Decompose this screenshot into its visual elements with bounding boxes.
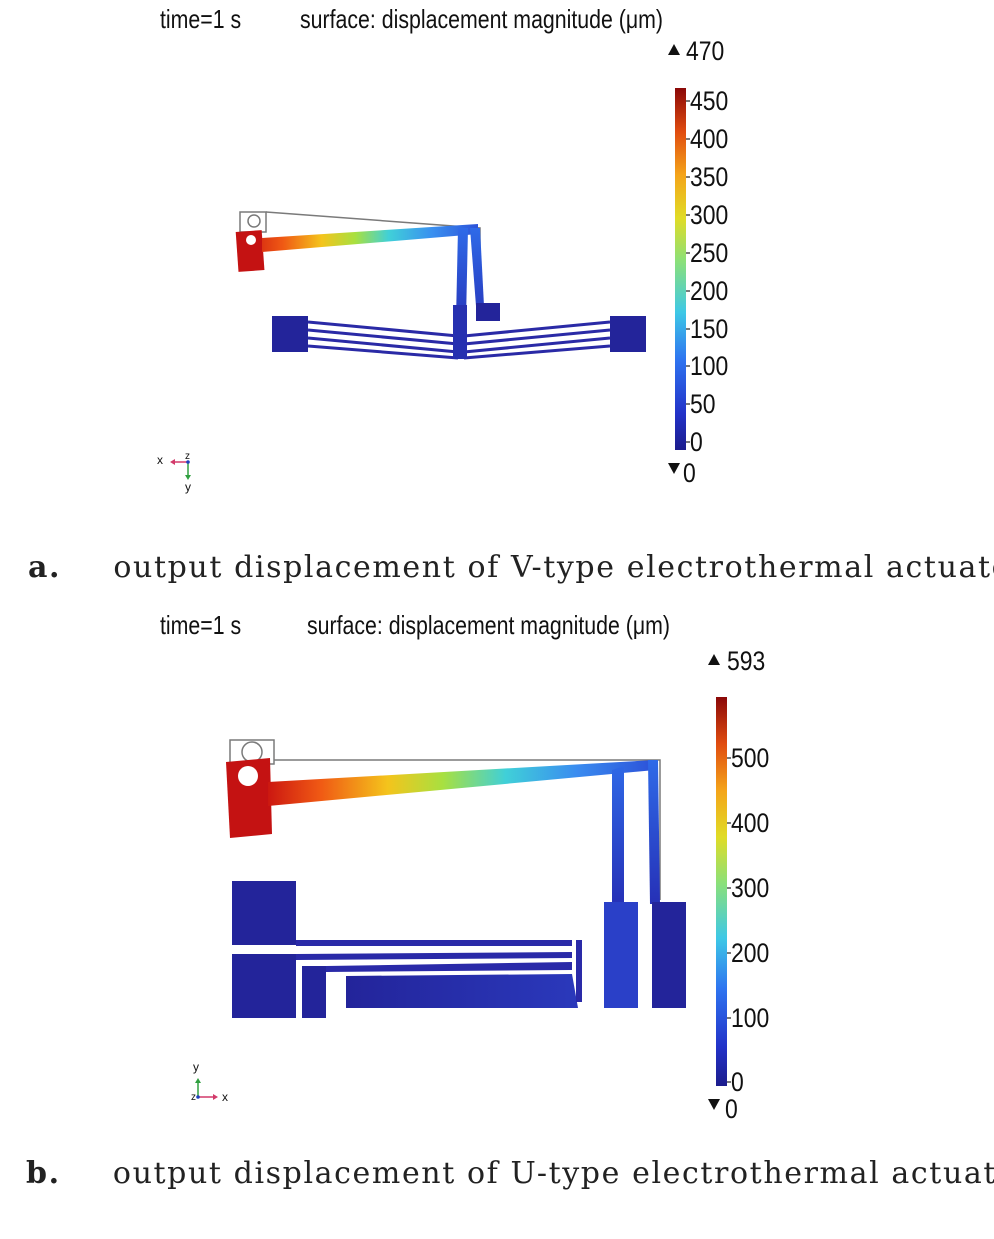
min-triangle-icon (708, 1099, 720, 1110)
undeformed-outline (239, 211, 481, 300)
time-label: time=1 s (160, 4, 242, 34)
axis-triad-a (170, 459, 191, 480)
connector-beam-1 (456, 228, 468, 320)
tick-label: 350 (690, 162, 729, 192)
anchor-pad-small (302, 966, 326, 1018)
tick-label: 400 (690, 124, 729, 154)
shuttle-left (604, 902, 638, 1008)
axis-triad-b (195, 1078, 218, 1100)
caption-letter: a. (28, 550, 62, 585)
surface-label: surface: displacement magnitude (μm) (307, 610, 671, 640)
outline-arm (274, 759, 661, 900)
tick-label: 300 (731, 873, 770, 903)
left-anchor-pad (272, 316, 308, 352)
tick-label: 400 (731, 808, 770, 838)
colorbar-b (716, 697, 727, 1086)
time-label: time=1 s (160, 610, 242, 640)
anchor-pad-top (232, 881, 296, 945)
lever-arm (268, 760, 655, 806)
caption-text: output displacement of U-type electrothe… (112, 1156, 994, 1191)
max-label: 470 (686, 36, 725, 66)
max-triangle-icon (708, 654, 720, 665)
tick-label: 100 (731, 1003, 770, 1033)
axis-z-label: z (185, 451, 190, 462)
tick-label: 100 (690, 351, 729, 381)
colorbar-b-ticks (727, 757, 731, 1083)
connector-beam-2 (648, 760, 660, 904)
deformed-shape (226, 758, 686, 1018)
tick-label: 500 (731, 743, 770, 773)
panel-a: time=1 s surface: displacement magnitude… (0, 0, 994, 600)
output-pad (226, 758, 272, 838)
shuttle (453, 305, 467, 359)
output-pad (235, 230, 265, 272)
tick-label: 450 (690, 86, 729, 116)
tick-label: 200 (731, 938, 770, 968)
beam-joint (576, 940, 582, 1002)
tick-label: 0 (731, 1067, 744, 1097)
caption-text: output displacement of V-type electrothe… (113, 550, 994, 585)
hot-beam-2 (296, 952, 572, 960)
hot-beam-3 (326, 962, 572, 972)
max-triangle-icon (668, 44, 680, 55)
tick-label: 300 (690, 200, 729, 230)
surface-label: surface: displacement magnitude (μm) (300, 4, 664, 34)
caption-b: b. output displacement of U-type electro… (26, 1156, 994, 1191)
anchor-pad-bottom (232, 954, 296, 1018)
axis-x-label: x (222, 1090, 228, 1104)
outline-hole (247, 214, 261, 228)
shuttle-right (652, 902, 686, 1008)
caption-letter: b. (26, 1156, 61, 1191)
output-hole (246, 235, 256, 245)
colorbar-a-ticks (686, 100, 690, 443)
outline-arm (265, 211, 481, 300)
small-pad (476, 303, 500, 321)
cold-arm (346, 974, 578, 1008)
connector-beam-2 (470, 228, 484, 306)
axis-y-label: y (185, 480, 191, 494)
min-label: 0 (725, 1094, 738, 1124)
outline-anchor (229, 739, 275, 765)
deformed-shape (235, 224, 646, 360)
tick-label: 150 (690, 314, 729, 344)
v-beams (307, 320, 611, 360)
connector-beam-1 (612, 766, 624, 904)
output-hole (238, 766, 258, 786)
right-anchor-pad (610, 316, 646, 352)
tick-label: 0 (690, 427, 703, 457)
max-label: 593 (727, 646, 766, 676)
undeformed-outline (229, 739, 661, 900)
hot-beam-1 (296, 940, 572, 946)
tick-label: 200 (690, 276, 729, 306)
colorbar-a (675, 88, 686, 450)
axis-z-label: z (191, 1092, 196, 1103)
v-type-actuator-plot (170, 44, 690, 480)
axis-y-label: y (193, 1060, 199, 1074)
caption-a: a. output displacement of V-type electro… (28, 550, 994, 585)
tick-label: 50 (690, 389, 716, 419)
min-triangle-icon (668, 463, 680, 474)
outline-hole (241, 741, 263, 763)
axis-x-label: x (157, 453, 163, 467)
lever-arm (262, 224, 478, 252)
tick-label: 250 (690, 238, 729, 268)
min-label: 0 (683, 458, 696, 488)
